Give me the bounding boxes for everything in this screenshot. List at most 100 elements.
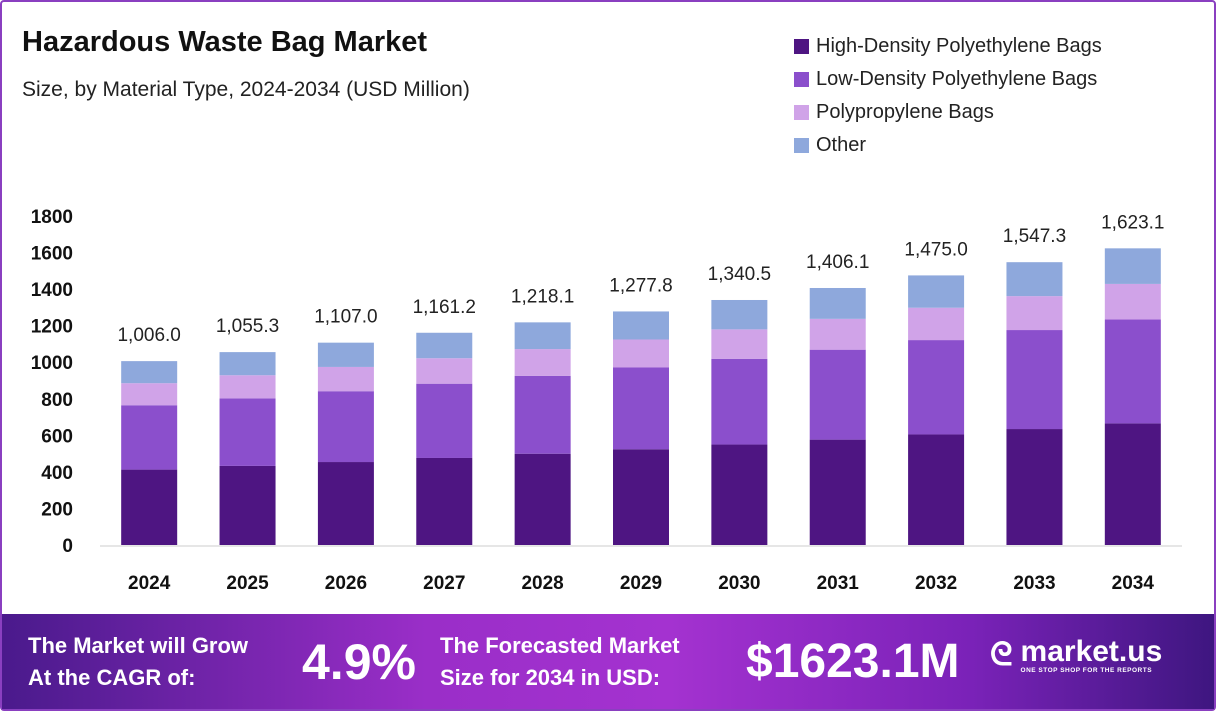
bar-segment <box>121 361 178 384</box>
x-tick-label: 2025 <box>226 573 269 594</box>
bar-segment <box>219 398 276 466</box>
bar-segment <box>219 352 276 376</box>
bar-segment <box>514 349 571 376</box>
legend-swatch <box>794 105 809 120</box>
bar-segment <box>613 339 669 368</box>
forecast-label-line: The Forecasted Market <box>440 633 680 658</box>
bar-segment <box>711 358 768 445</box>
total-label: 1,055.3 <box>216 316 279 337</box>
bar-segment <box>514 375 571 454</box>
summary-banner: The Market will Grow At the CAGR of: 4.9%… <box>2 614 1214 709</box>
forecast-label: The Forecasted Market Size for 2034 in US… <box>440 630 680 694</box>
forecast-label-line: Size for 2034 in USD: <box>440 665 661 690</box>
cagr-label-line: At the CAGR of: <box>28 665 196 690</box>
cagr-value: 4.9% <box>302 634 416 690</box>
bar-segment <box>416 383 473 458</box>
bar-segment <box>908 275 965 308</box>
legend-item: Low-Density Polyethylene Bags <box>794 63 1102 96</box>
logo-tagline: ONE STOP SHOP FOR THE REPORTS <box>1020 666 1153 674</box>
y-tick-label: 1600 <box>31 244 73 265</box>
logo-text: market.us <box>1020 634 1163 668</box>
legend-label: Other <box>816 134 867 156</box>
bar-segment <box>416 358 473 384</box>
y-tick-label: 600 <box>41 426 73 447</box>
legend-swatch <box>794 138 809 153</box>
logo-icon: ᘓ <box>990 636 1013 672</box>
bar-segment <box>1104 283 1161 320</box>
x-tick-label: 2030 <box>718 573 760 594</box>
legend-label: Low-Density Polyethylene Bags <box>816 68 1098 90</box>
bar-segment <box>121 469 178 545</box>
bar-segment <box>809 349 866 440</box>
total-label: 1,475.0 <box>904 239 967 260</box>
forecast-value: $1623.1M <box>746 635 960 688</box>
legend-swatch <box>794 39 809 54</box>
total-label: 1,547.3 <box>1003 226 1066 247</box>
bar-segment <box>613 367 669 450</box>
y-tick-label: 400 <box>41 463 73 484</box>
bar-segment <box>711 444 768 545</box>
legend-swatch <box>794 72 809 87</box>
bar-segment <box>1006 429 1063 545</box>
total-label: 1,406.1 <box>806 252 869 273</box>
bar-segment <box>219 465 276 545</box>
bar-segment <box>416 332 473 359</box>
bar-segment <box>809 287 866 319</box>
bar-segment <box>514 322 571 350</box>
cagr-label: The Market will Grow At the CAGR of: <box>28 630 248 694</box>
bar-segment <box>219 375 276 399</box>
x-tick-label: 2034 <box>1112 573 1155 594</box>
legend-item: High-Density Polyethylene Bags <box>794 30 1102 63</box>
x-tick-label: 2024 <box>128 573 171 594</box>
bar-segment <box>1104 248 1161 284</box>
y-tick-label: 1200 <box>31 317 73 338</box>
y-tick-label: 800 <box>41 390 73 411</box>
bar-segment <box>908 434 965 545</box>
x-tick-label: 2033 <box>1013 573 1055 594</box>
bar-segment <box>317 391 374 463</box>
total-label: 1,340.5 <box>708 264 771 285</box>
x-tick-label: 2028 <box>521 573 563 594</box>
bar-segment <box>711 299 768 330</box>
total-label: 1,218.1 <box>511 286 574 307</box>
legend-label: Polypropylene Bags <box>816 101 994 123</box>
market-us-logo: ᘓ market.us ONE STOP SHOP FOR THE REPORTS <box>990 636 1162 674</box>
bar-segment <box>121 383 178 406</box>
bar-segment <box>317 462 374 545</box>
total-label: 1,161.2 <box>413 297 476 318</box>
bar-segment <box>711 329 768 359</box>
x-tick-label: 2027 <box>423 573 465 594</box>
chart-subtitle: Size, by Material Type, 2024-2034 (USD M… <box>22 78 470 101</box>
bar-segment <box>908 340 965 435</box>
chart-title: Hazardous Waste Bag Market <box>22 26 428 58</box>
bar-segment <box>809 318 866 350</box>
bar-segment <box>1104 319 1161 424</box>
y-tick-label: 1000 <box>31 353 73 374</box>
bar-segment <box>1006 296 1063 331</box>
bar-segment <box>514 453 571 545</box>
legend-item: Other <box>794 129 1102 162</box>
total-label: 1,107.0 <box>314 307 377 328</box>
total-label: 1,277.8 <box>609 275 672 296</box>
bar-segment <box>317 342 374 367</box>
bar-segment <box>1104 423 1161 545</box>
bar-segment <box>809 439 866 545</box>
bar-segment <box>317 366 374 392</box>
y-tick-label: 200 <box>41 499 73 520</box>
total-label: 1,623.1 <box>1101 212 1164 233</box>
cagr-label-line: The Market will Grow <box>28 633 249 658</box>
bar-segment <box>613 311 669 340</box>
y-tick-label: 1400 <box>31 280 73 301</box>
legend-label: High-Density Polyethylene Bags <box>816 35 1102 57</box>
bar-segment <box>1006 330 1063 430</box>
y-tick-label: 0 <box>62 536 73 557</box>
x-tick-label: 2032 <box>915 573 957 594</box>
bar-segment <box>908 307 965 341</box>
bar-segment <box>613 449 669 545</box>
bar-chart: 0 200 400 600 800 1000 1200 1400 1600 1800 1,006.0… <box>31 207 1182 594</box>
x-tick-label: 2029 <box>620 573 662 594</box>
total-label: 1,006.0 <box>117 325 180 346</box>
y-tick-label: 1800 <box>31 207 73 228</box>
bar-segment <box>121 405 178 470</box>
